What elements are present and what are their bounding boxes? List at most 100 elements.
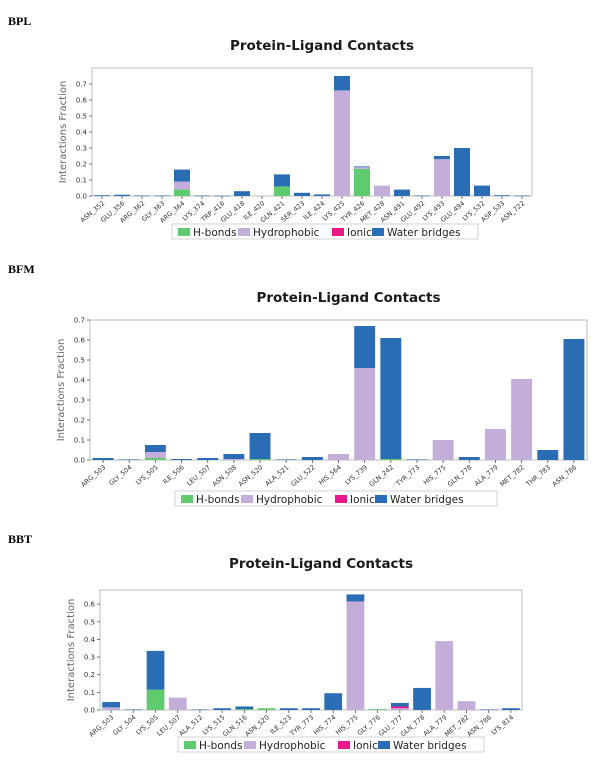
bar-hydrophobic [144, 452, 166, 458]
legend-swatch [375, 495, 387, 503]
bar-hydrophobic [346, 601, 365, 710]
x-tick-label: ALA_779 [473, 463, 500, 487]
chart-title: Protein-Ligand Contacts [229, 556, 413, 572]
bar-hydrophobic [434, 159, 450, 196]
x-tick-label: ASN_786 [466, 713, 493, 738]
bar-water-bridges [144, 445, 166, 452]
bar-water-bridges [214, 195, 230, 197]
bar-h-bonds [144, 458, 166, 460]
bar-water-bridges [302, 708, 320, 710]
y-tick-label: 0.3 [74, 397, 85, 405]
legend: H-bonds Hydrophobic Ionic Water bridges [177, 736, 485, 753]
legend-entry: Ionic [350, 494, 375, 506]
bar-hydrophobic [223, 459, 245, 460]
bar-water-bridges [235, 706, 254, 710]
panel-label-bfm: BFM [8, 262, 35, 276]
bar-water-bridges [514, 195, 530, 197]
bar-water-bridges [479, 709, 498, 711]
bar-water-bridges [394, 189, 410, 196]
x-tick-label: TYR_773 [394, 463, 421, 488]
y-tick-label: 0.1 [74, 437, 85, 445]
bar-water-bridges [294, 192, 310, 196]
bar-water-bridges [174, 169, 190, 182]
bar-hydrophobic [432, 440, 454, 460]
bar-water-bridges [134, 195, 150, 197]
legend-swatch [335, 495, 347, 503]
bar-water-bridges [413, 687, 431, 710]
x-tick-label: ALA_521 [264, 463, 291, 487]
bar-hydrophobic [354, 167, 370, 169]
bar-water-bridges [537, 450, 559, 460]
bar-hydrophobic [168, 697, 187, 710]
legend-swatch [338, 741, 350, 749]
bar-water-bridges [114, 194, 130, 196]
bar-water-bridges [124, 709, 143, 711]
bar-water-bridges [380, 338, 402, 459]
bar-water-bridges [197, 458, 219, 460]
legend-entry: Hydrophobic [259, 740, 326, 752]
bar-hydrophobic [102, 707, 120, 710]
y-tick-label: 0.0 [74, 457, 85, 465]
x-tick-label: LYS_505 [134, 463, 159, 486]
y-tick-label: 0.2 [76, 161, 87, 169]
chart-bfm: Protein-Ligand Contacts Interactions Frac… [56, 290, 588, 507]
bar-water-bridges [474, 185, 490, 196]
y-tick-label: 0.5 [74, 357, 85, 365]
bar-water-bridges [406, 459, 428, 460]
bar-hydrophobic [390, 708, 409, 710]
legend-entry: H-bonds [196, 494, 240, 506]
y-tick-label: 0.6 [84, 601, 96, 609]
bar-water-bridges [301, 457, 323, 460]
bar-h-bonds [274, 186, 290, 196]
legend-swatch [178, 228, 190, 236]
y-axis-label: Interactions Fraction [58, 81, 69, 184]
bar-ionic [390, 706, 409, 709]
bar-water-bridges [234, 191, 250, 196]
bar-h-bonds [380, 459, 402, 460]
legend-entry: Hydrophobic [253, 227, 320, 239]
bar-water-bridges [346, 594, 365, 602]
legend-swatch [372, 228, 384, 236]
legend-entry: Water bridges [393, 740, 467, 752]
y-tick-label: 0.4 [74, 377, 86, 385]
bar-water-bridges [275, 459, 297, 460]
x-tick-label: ASN_508 [211, 463, 238, 488]
y-tick-label: 0.0 [76, 193, 87, 201]
legend: H-bonds Hydrophobic Ionic Water bridges [171, 223, 479, 240]
bar-water-bridges [324, 693, 343, 710]
bar-water-bridges [354, 326, 376, 368]
x-tick-label: ILE_506 [161, 463, 186, 485]
bar-water-bridges [223, 454, 245, 459]
bar-hydrophobic [334, 90, 350, 196]
y-tick-label: 0.7 [76, 81, 87, 89]
bar-water-bridges [279, 708, 298, 710]
y-tick-label: 0.4 [76, 129, 88, 137]
x-tick-label: GLN_242 [368, 463, 396, 488]
bar-water-bridges [194, 195, 210, 197]
bar-hydrophobic [435, 641, 454, 710]
legend-entry: Hydrophobic [256, 494, 323, 506]
legend-entry: Water bridges [387, 227, 461, 239]
bar-h-bonds [354, 168, 370, 196]
x-tick-label: HIS_774 [312, 713, 338, 736]
bar-hydrophobic [511, 379, 533, 460]
x-tick-label: LEU_507 [155, 713, 182, 737]
bar-h-bonds [249, 459, 271, 460]
chart-title: Protein-Ligand Contacts [256, 290, 440, 306]
bar-water-bridges [390, 702, 409, 707]
bar-h-bonds [257, 708, 276, 710]
x-tick-label: ASN_786 [551, 463, 578, 488]
x-tick-label: ASN_520 [243, 713, 270, 738]
x-tick-label: ALA_512 [177, 713, 204, 737]
y-tick-label: 0.2 [74, 417, 85, 425]
bar-hydrophobic [174, 181, 190, 190]
x-tick-label: HIS_775 [422, 463, 448, 486]
legend-swatch [244, 741, 256, 749]
panel-label-bbt: BBT [8, 532, 33, 546]
y-tick-label: 0.3 [76, 145, 87, 153]
bar-h-bonds [146, 689, 165, 710]
bar-water-bridges [434, 156, 450, 160]
legend: H-bonds Hydrophobic Ionic Water bridges [174, 490, 498, 507]
bar-water-bridges [458, 457, 480, 460]
y-tick-label: 0.2 [84, 671, 95, 679]
